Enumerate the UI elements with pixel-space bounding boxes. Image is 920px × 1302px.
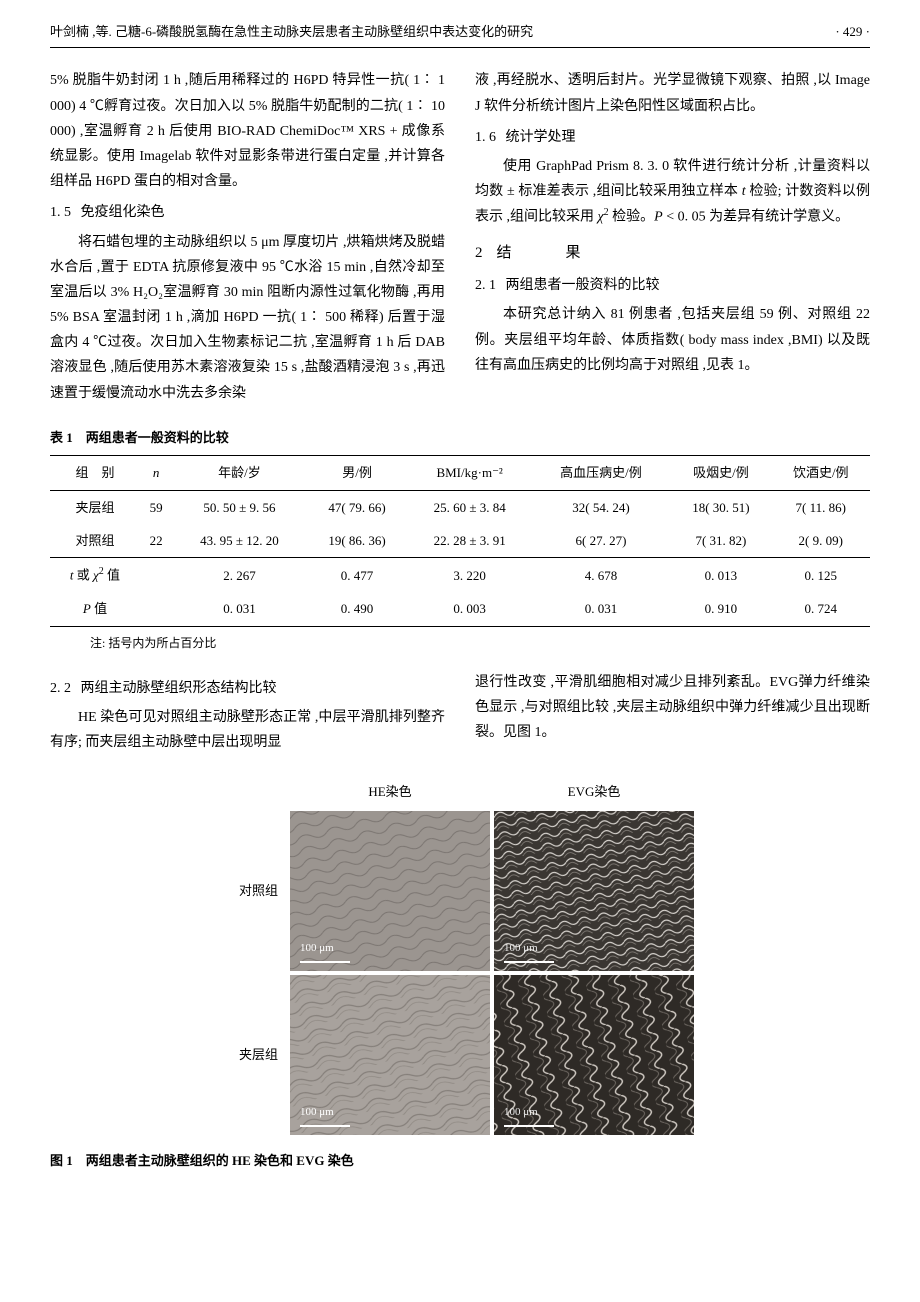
figure-1-caption: 图 1 两组患者主动脉壁组织的 HE 染色和 EVG 染色 <box>50 1149 354 1172</box>
table-header: 高血压病史/例 <box>532 456 671 490</box>
section-2-heading: 2 结 果 <box>475 240 870 267</box>
paragraph: HE 染色可见对照组主动脉壁形态正常 ,中层平滑肌排列整齐有序; 而夹层组主动脉… <box>50 705 445 755</box>
section-1-6-heading: 1. 6 统计学处理 <box>475 125 870 150</box>
table-row: P 值 0. 031 0. 490 0. 003 0. 031 0. 910 0… <box>50 592 870 626</box>
table-header: BMI/kg·m⁻² <box>408 456 532 490</box>
paragraph: 5% 脱脂牛奶封闭 1 h ,随后用稀释过的 H6PD 特异性一抗( 1∶ 1 … <box>50 68 445 194</box>
section-text: 统计学处理 <box>506 130 576 145</box>
section-number: 2. 2 <box>50 676 71 701</box>
p-label: P 值 <box>50 592 140 626</box>
section-2-2-heading: 2. 2 两组主动脉壁组织形态结构比较 <box>50 676 445 701</box>
section-number: 2. 1 <box>475 273 496 298</box>
figure-row-label-dissection: 夹层组 <box>226 1043 286 1066</box>
section-number: 2 <box>475 240 491 267</box>
body-columns-1: 5% 脱脂牛奶封闭 1 h ,随后用稀释过的 H6PD 特异性一抗( 1∶ 1 … <box>50 68 870 409</box>
figure-1: HE染色 EVG染色 对照组 100 μm 100 μm <box>50 780 870 1173</box>
table-row: 夹层组 59 50. 50 ± 9. 56 47( 79. 66) 25. 60… <box>50 490 870 524</box>
figure-grid: HE染色 EVG染色 对照组 100 μm 100 μm <box>226 780 694 1135</box>
page-number: · 429 · <box>835 20 870 43</box>
right-column-2: 退行性改变 ,平滑肌细胞相对减少且排列紊乱。EVG弹力纤维染色显示 ,与对照组比… <box>475 670 870 760</box>
scale-bar: 100 μm <box>300 1103 350 1127</box>
table-1: 组 别 n 年龄/岁 男/例 BMI/kg·m⁻² 高血压病史/例 吸烟史/例 … <box>50 455 870 626</box>
figure-col-label-evg: EVG染色 <box>494 780 694 807</box>
paragraph: 液 ,再经脱水、透明后封片。光学显微镜下观察、拍照 ,以 Image J 软件分… <box>475 68 870 118</box>
paragraph: 本研究总计纳入 81 例患者 ,包括夹层组 59 例、对照组 22 例。夹层组平… <box>475 302 870 378</box>
table-header: 饮酒史/例 <box>772 456 871 490</box>
section-2-1-heading: 2. 1 两组患者一般资料的比较 <box>475 273 870 298</box>
section-text: 两组患者一般资料的比较 <box>506 278 660 293</box>
paragraph: 将石蜡包埋的主动脉组织以 5 μm 厚度切片 ,烘箱烘烤及脱蜡水合后 ,置于 E… <box>50 230 445 406</box>
left-column-2: 2. 2 两组主动脉壁组织形态结构比较 HE 染色可见对照组主动脉壁形态正常 ,… <box>50 670 445 760</box>
running-header: 叶剑楠 ,等. 己糖-6-磷酸脱氢酶在急性主动脉夹层患者主动脉壁组织中表达变化的… <box>50 20 870 48</box>
section-1-5-heading: 1. 5 免疫组化染色 <box>50 200 445 225</box>
body-columns-2: 2. 2 两组主动脉壁组织形态结构比较 HE 染色可见对照组主动脉壁形态正常 ,… <box>50 670 870 760</box>
micrograph-he-control: 100 μm <box>290 811 490 971</box>
table-header: 组 别 <box>50 456 140 490</box>
section-text: 两组主动脉壁组织形态结构比较 <box>81 681 277 696</box>
table-header: 吸烟史/例 <box>670 456 771 490</box>
section-number: 1. 6 <box>475 125 496 150</box>
table-1-title: 表 1 两组患者一般资料的比较 <box>50 426 870 449</box>
micrograph-evg-dissection: 100 μm <box>494 975 694 1135</box>
stat-label: t 或 χ2 值 <box>50 558 140 592</box>
paragraph: 使用 GraphPad Prism 8. 3. 0 软件进行统计分析 ,计量资料… <box>475 154 870 230</box>
section-text: 免疫组化染色 <box>81 205 165 220</box>
section-number: 1. 5 <box>50 200 71 225</box>
table-row: t 或 χ2 值 2. 267 0. 477 3. 220 4. 678 0. … <box>50 558 870 592</box>
left-column-1: 5% 脱脂牛奶封闭 1 h ,随后用稀释过的 H6PD 特异性一抗( 1∶ 1 … <box>50 68 445 409</box>
micrograph-he-dissection: 100 μm <box>290 975 490 1135</box>
right-column-1: 液 ,再经脱水、透明后封片。光学显微镜下观察、拍照 ,以 Image J 软件分… <box>475 68 870 409</box>
figure-col-label-he: HE染色 <box>290 780 490 807</box>
section-text: 结 果 <box>497 245 589 261</box>
paragraph: 退行性改变 ,平滑肌细胞相对减少且排列紊乱。EVG弹力纤维染色显示 ,与对照组比… <box>475 670 870 746</box>
table-header: n <box>140 456 172 490</box>
running-title: 叶剑楠 ,等. 己糖-6-磷酸脱氢酶在急性主动脉夹层患者主动脉壁组织中表达变化的… <box>50 20 533 43</box>
scale-bar: 100 μm <box>504 1103 554 1127</box>
table-row: 对照组 22 43. 95 ± 12. 20 19( 86. 36) 22. 2… <box>50 524 870 558</box>
micrograph-evg-control: 100 μm <box>494 811 694 971</box>
scale-bar: 100 μm <box>504 939 554 963</box>
scale-bar: 100 μm <box>300 939 350 963</box>
figure-row-label-control: 对照组 <box>226 879 286 902</box>
table-header: 男/例 <box>306 456 407 490</box>
table-header-row: 组 别 n 年龄/岁 男/例 BMI/kg·m⁻² 高血压病史/例 吸烟史/例 … <box>50 456 870 490</box>
table-header: 年龄/岁 <box>172 456 306 490</box>
table-1-note: 注: 括号内为所占百分比 <box>90 633 870 655</box>
